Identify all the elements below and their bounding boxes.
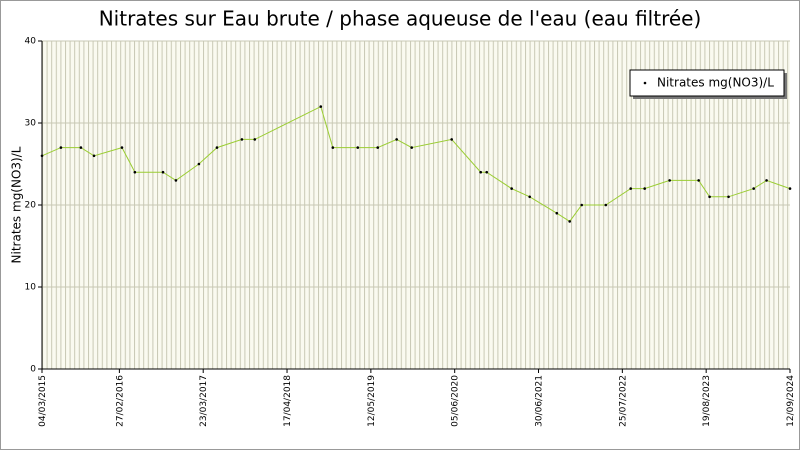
data-point <box>133 170 137 174</box>
data-point <box>580 203 584 207</box>
data-point <box>79 146 83 149</box>
data-point <box>120 146 124 149</box>
data-point <box>629 187 633 190</box>
legend-marker <box>643 81 647 85</box>
x-tick-label: 12/09/2024 <box>786 375 796 427</box>
data-point <box>697 179 700 182</box>
data-point <box>479 170 482 174</box>
chart-title: Nitrates sur Eau brute / phase aqueuse d… <box>99 7 702 31</box>
legend <box>629 69 787 99</box>
y-tick-label: 40 <box>25 37 37 47</box>
y-tick-label: 20 <box>25 201 37 211</box>
data-point <box>510 187 513 190</box>
legend-text: Nitrates mg(NO3)/L <box>657 76 774 90</box>
data-point <box>410 146 414 149</box>
data-point <box>643 187 646 190</box>
data-point <box>752 187 755 190</box>
data-point <box>161 170 165 174</box>
x-tick-label: 05/06/2020 <box>451 375 461 427</box>
x-tick-label: 25/07/2022 <box>618 375 628 427</box>
y-axis-label: Nitrates mg(NO3)/L <box>10 146 24 263</box>
data-point <box>727 195 730 199</box>
data-point <box>376 146 380 149</box>
data-point <box>40 154 44 158</box>
x-tick-label: 23/03/2017 <box>199 375 209 427</box>
data-point <box>174 179 178 182</box>
data-point <box>528 195 532 199</box>
data-point <box>240 138 244 141</box>
data-point <box>555 211 559 215</box>
legend-box <box>629 69 785 97</box>
data-point <box>395 138 398 141</box>
data-point <box>604 203 608 207</box>
x-tick-label: 04/03/2015 <box>38 375 48 427</box>
data-line <box>41 105 791 223</box>
data-point <box>331 146 335 149</box>
y-tick-label: 10 <box>25 283 37 293</box>
data-point <box>92 154 96 158</box>
x-tick-label: 30/06/2021 <box>535 375 545 427</box>
x-tick-label: 12/05/2019 <box>367 375 377 427</box>
y-tick-label: 30 <box>25 119 37 129</box>
data-point <box>765 179 768 182</box>
data-point <box>59 146 63 149</box>
data-point <box>708 195 711 199</box>
data-point <box>253 138 257 141</box>
data-point <box>356 146 360 149</box>
data-point <box>215 146 219 149</box>
x-tick-label: 17/04/2018 <box>283 375 293 427</box>
data-point <box>485 170 489 174</box>
x-tick-label: 27/02/2016 <box>115 375 125 427</box>
y-tick-label: 0 <box>30 365 36 375</box>
data-point <box>450 138 453 141</box>
data-point <box>197 162 201 166</box>
data-point <box>668 179 671 182</box>
data-point <box>568 220 571 223</box>
data-point <box>788 187 792 190</box>
x-tick-label: 19/08/2023 <box>702 375 712 427</box>
data-point <box>319 105 323 108</box>
